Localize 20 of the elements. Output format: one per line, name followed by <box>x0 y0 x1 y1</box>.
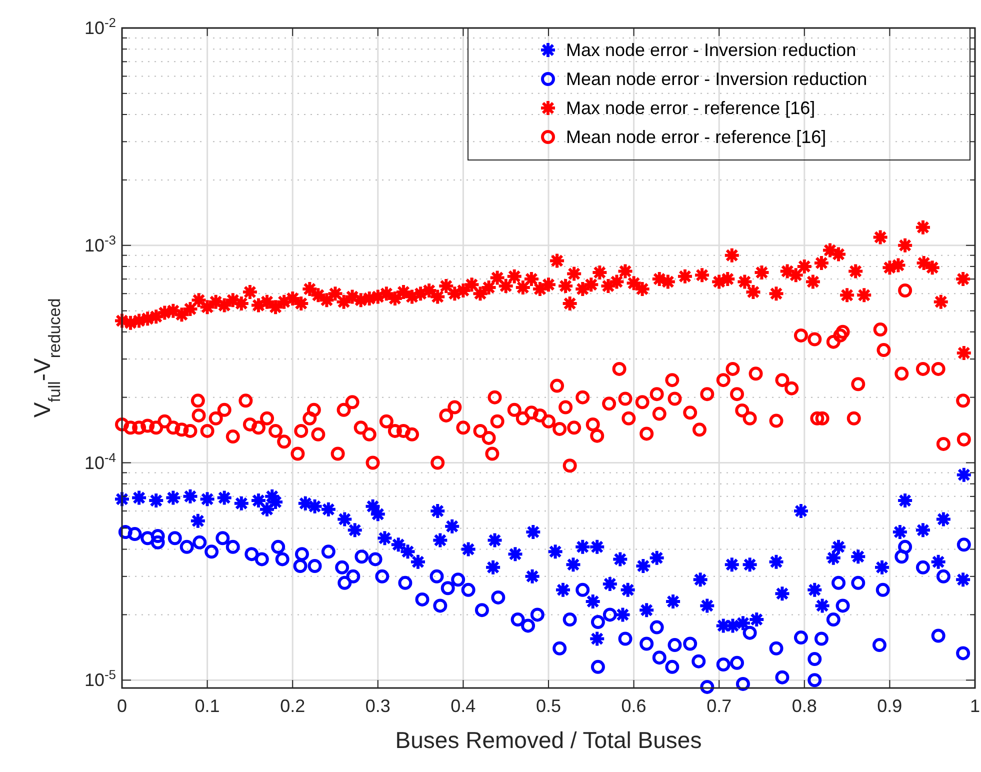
x-tick-label: 0.6 <box>621 696 646 716</box>
y-tick-label: 10$^{-2}$ <box>84 14 116 38</box>
legend-label: Mean node error - Inversion reduction <box>566 69 868 89</box>
y-tick-label: 10$^{-3}$ <box>84 232 116 256</box>
x-tick-label: 0.1 <box>194 696 220 716</box>
y-tick-label: 10$^{-4}$ <box>84 449 116 473</box>
x-tick-label: 0.3 <box>365 696 390 716</box>
x-tick-label: 1 <box>970 696 980 716</box>
x-tick-label: 0 <box>116 696 128 716</box>
legend-label: Mean node error - reference [16] <box>566 127 826 147</box>
x-tick-label: 0.9 <box>877 696 902 716</box>
x-tick-label: 0.4 <box>450 696 476 716</box>
x-tick-label: 0.8 <box>792 696 817 716</box>
x-tick-label: 0.7 <box>706 696 732 716</box>
x-axis-title: Buses Removed / Total Buses <box>395 727 702 753</box>
x-tick-label: 0.5 <box>536 696 562 716</box>
legend-label: Max node error - reference [16] <box>566 98 816 118</box>
x-tick-label: 0.2 <box>280 696 306 716</box>
y-tick-label: 10$^{-5}$ <box>84 666 116 690</box>
legend-label: Max node error - Inversion reduction <box>566 40 856 60</box>
